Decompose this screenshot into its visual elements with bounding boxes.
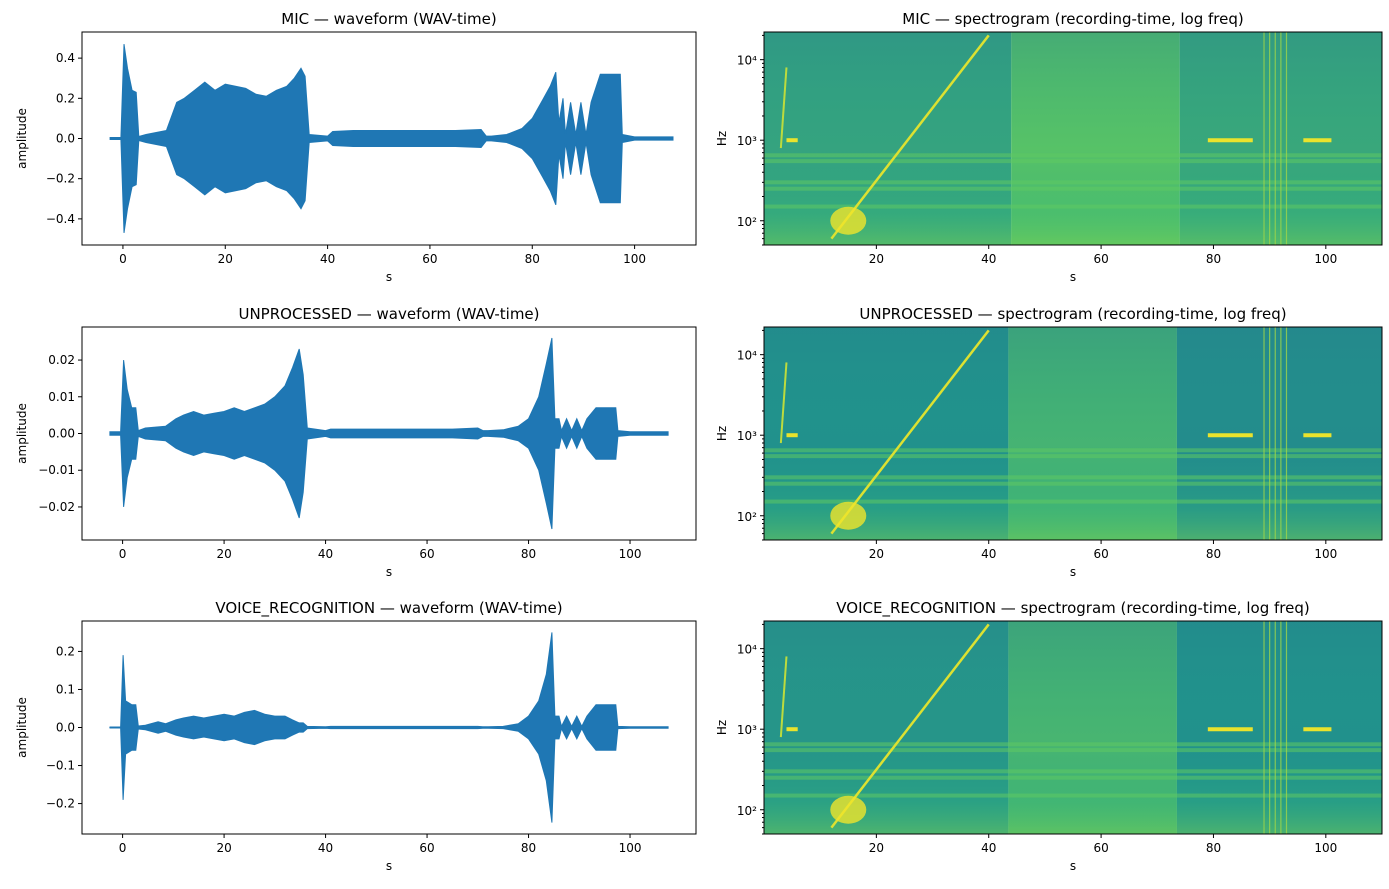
x-tick-label: 100 bbox=[619, 841, 642, 855]
subplot-title: MIC — waveform (WAV-time) bbox=[281, 10, 496, 28]
x-tick-label: 80 bbox=[521, 841, 536, 855]
axes-frame bbox=[81, 620, 697, 835]
y-tick-label: 10³ bbox=[737, 134, 757, 148]
axes-frame bbox=[81, 326, 697, 541]
chirp-sweep bbox=[830, 34, 990, 240]
x-tick-label: 100 bbox=[619, 547, 642, 561]
x-tick-label: 40 bbox=[981, 252, 996, 266]
axes-frame bbox=[763, 326, 1383, 541]
y-tick-label: 10⁴ bbox=[737, 643, 757, 657]
y-axis-label: amplitude bbox=[15, 697, 29, 758]
spectrogram-image bbox=[764, 32, 1382, 245]
subplot-title: UNPROCESSED — waveform (WAV-time) bbox=[238, 305, 539, 323]
chirp-sweep bbox=[830, 623, 990, 829]
spectrogram-image bbox=[764, 327, 1382, 540]
y-tick-label: −0.4 bbox=[46, 212, 75, 226]
y-tick-label: 10³ bbox=[737, 723, 757, 737]
y-tick-label: 10² bbox=[737, 215, 757, 229]
axes-frame bbox=[763, 31, 1383, 246]
x-tick-label: 40 bbox=[320, 252, 335, 266]
y-tick-label: 0.2 bbox=[56, 91, 75, 105]
subplot-3: UNPROCESSED — spectrogram (recording-tim… bbox=[715, 305, 1383, 579]
x-tick-label: 60 bbox=[1093, 547, 1108, 561]
chirp-sweep bbox=[830, 329, 990, 535]
y-axis-label: Hz bbox=[715, 131, 729, 146]
y-tick-label: 10² bbox=[737, 804, 757, 818]
y-axis-label: Hz bbox=[715, 720, 729, 735]
x-tick-label: 0 bbox=[119, 252, 127, 266]
x-axis-label: s bbox=[386, 859, 392, 873]
spectrogram-image bbox=[764, 621, 1382, 834]
y-tick-label: −0.02 bbox=[38, 500, 75, 514]
y-tick-label: 0.0 bbox=[56, 132, 75, 146]
subplot-5: VOICE_RECOGNITION — spectrogram (recordi… bbox=[715, 599, 1383, 873]
x-axis-label: s bbox=[1070, 270, 1076, 284]
y-tick-label: 10² bbox=[737, 510, 757, 524]
x-tick-label: 20 bbox=[218, 252, 233, 266]
y-tick-label: 10³ bbox=[737, 429, 757, 443]
x-tick-label: 0 bbox=[119, 547, 127, 561]
y-tick-label: −0.2 bbox=[46, 797, 75, 811]
x-tick-label: 60 bbox=[1093, 841, 1108, 855]
x-tick-label: 40 bbox=[981, 547, 996, 561]
y-axis-label: amplitude bbox=[15, 403, 29, 464]
x-tick-label: 40 bbox=[318, 547, 333, 561]
subplot-title: UNPROCESSED — spectrogram (recording-tim… bbox=[859, 305, 1286, 323]
x-tick-label: 20 bbox=[869, 547, 884, 561]
y-tick-label: 10⁴ bbox=[737, 54, 757, 68]
y-axis-label: Hz bbox=[715, 426, 729, 441]
axes-frame bbox=[81, 31, 697, 246]
subplot-0: MIC — waveform (WAV-time) 0.4 0.2 0.0 −0.2 −0… bbox=[15, 10, 697, 284]
y-tick-label: 0.1 bbox=[56, 682, 75, 696]
x-tick-label: 60 bbox=[1093, 252, 1108, 266]
y-tick-label: 0.2 bbox=[56, 644, 75, 658]
y-tick-label: 10⁴ bbox=[737, 349, 757, 363]
x-tick-label: 60 bbox=[419, 547, 434, 561]
x-axis-label: s bbox=[386, 270, 392, 284]
x-tick-label: 20 bbox=[216, 547, 231, 561]
x-axis-label: s bbox=[1070, 565, 1076, 579]
x-tick-label: 20 bbox=[216, 841, 231, 855]
y-axis-label: amplitude bbox=[15, 108, 29, 169]
x-tick-label: 40 bbox=[318, 841, 333, 855]
x-tick-label: 60 bbox=[422, 252, 437, 266]
x-axis-label: s bbox=[386, 565, 392, 579]
y-tick-label: −0.2 bbox=[46, 172, 75, 186]
y-tick-label: −0.1 bbox=[46, 759, 75, 773]
x-tick-label: 20 bbox=[869, 252, 884, 266]
axes-frame bbox=[763, 620, 1383, 835]
y-tick-label: 0.02 bbox=[48, 353, 75, 367]
subplot-title: VOICE_RECOGNITION — spectrogram (recordi… bbox=[836, 599, 1309, 618]
subplot-2: UNPROCESSED — waveform (WAV-time) 0.02 0.0… bbox=[15, 305, 697, 579]
subplot-title: VOICE_RECOGNITION — waveform (WAV-time) bbox=[215, 599, 562, 618]
x-tick-label: 0 bbox=[119, 841, 127, 855]
x-tick-label: 100 bbox=[1314, 252, 1337, 266]
x-tick-label: 100 bbox=[1314, 547, 1337, 561]
y-tick-label: 0.00 bbox=[48, 427, 75, 441]
x-tick-label: 80 bbox=[521, 547, 536, 561]
x-tick-label: 20 bbox=[869, 841, 884, 855]
y-tick-label: 0.0 bbox=[56, 721, 75, 735]
x-tick-label: 60 bbox=[419, 841, 434, 855]
x-tick-label: 80 bbox=[1206, 841, 1221, 855]
subplot-title: MIC — spectrogram (recording-time, log f… bbox=[902, 10, 1244, 28]
y-tick-label: 0.01 bbox=[48, 390, 75, 404]
subplot-4: VOICE_RECOGNITION — waveform (WAV-time) 0… bbox=[15, 599, 697, 873]
subplot-1: MIC — spectrogram (recording-time, log f… bbox=[715, 10, 1383, 284]
x-tick-label: 80 bbox=[1206, 252, 1221, 266]
x-axis-label: s bbox=[1070, 859, 1076, 873]
x-tick-label: 100 bbox=[623, 252, 646, 266]
x-tick-label: 80 bbox=[1206, 547, 1221, 561]
x-tick-label: 100 bbox=[1314, 841, 1337, 855]
y-tick-label: 0.4 bbox=[56, 51, 75, 65]
x-tick-label: 80 bbox=[525, 252, 540, 266]
y-tick-label: −0.01 bbox=[38, 463, 75, 477]
x-tick-label: 40 bbox=[981, 841, 996, 855]
